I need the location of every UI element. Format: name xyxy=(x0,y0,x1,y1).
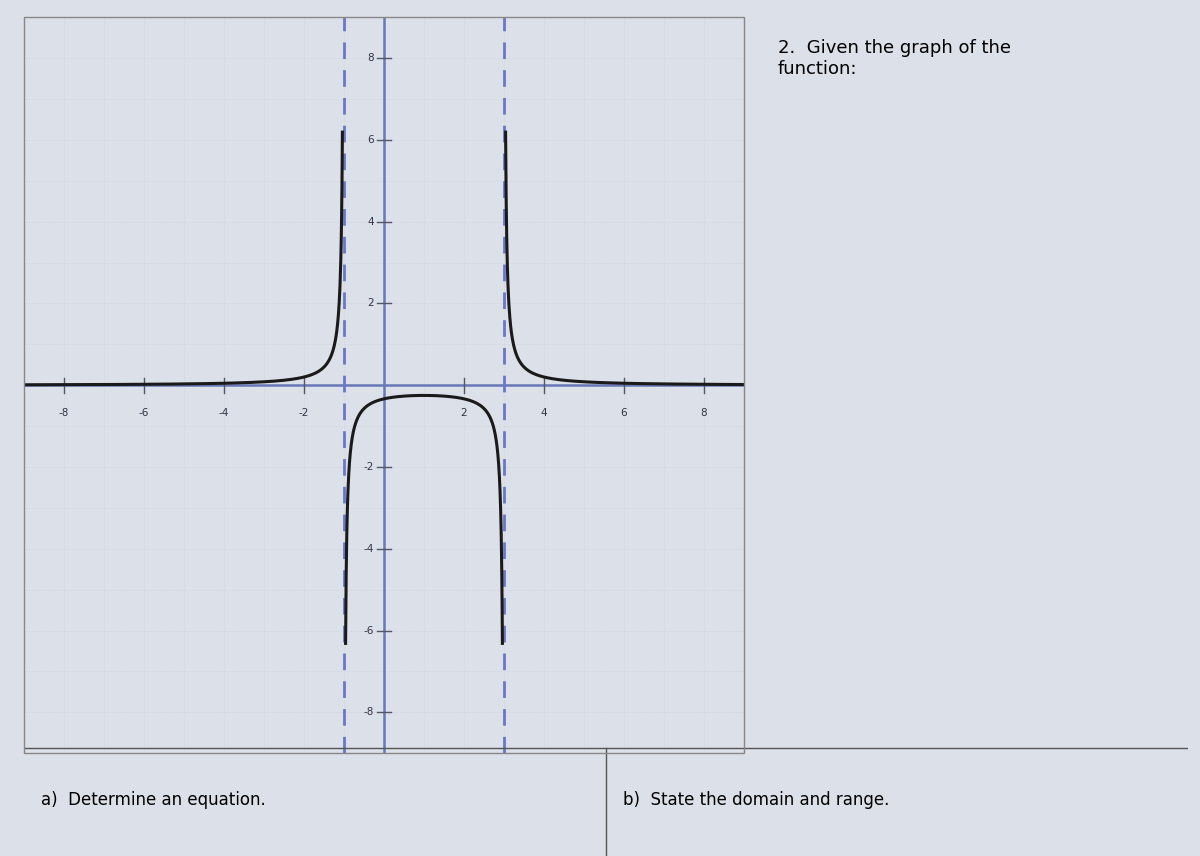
Text: -2: -2 xyxy=(299,407,310,418)
Text: 4: 4 xyxy=(367,217,374,227)
Text: -4: -4 xyxy=(364,544,374,554)
Text: -8: -8 xyxy=(59,407,70,418)
Text: 4: 4 xyxy=(541,407,547,418)
Text: a)  Determine an equation.: a) Determine an equation. xyxy=(42,791,266,810)
Text: -6: -6 xyxy=(139,407,149,418)
Text: -6: -6 xyxy=(364,626,374,636)
Text: 8: 8 xyxy=(367,53,374,63)
Text: 8: 8 xyxy=(701,407,707,418)
Text: -8: -8 xyxy=(364,707,374,717)
Text: 2.  Given the graph of the
function:: 2. Given the graph of the function: xyxy=(778,39,1010,78)
Text: 6: 6 xyxy=(620,407,628,418)
Text: -2: -2 xyxy=(364,462,374,472)
Text: 2: 2 xyxy=(461,407,467,418)
Text: 2: 2 xyxy=(367,299,374,308)
Text: 6: 6 xyxy=(367,134,374,145)
Text: -4: -4 xyxy=(218,407,229,418)
Text: b)  State the domain and range.: b) State the domain and range. xyxy=(624,791,890,810)
